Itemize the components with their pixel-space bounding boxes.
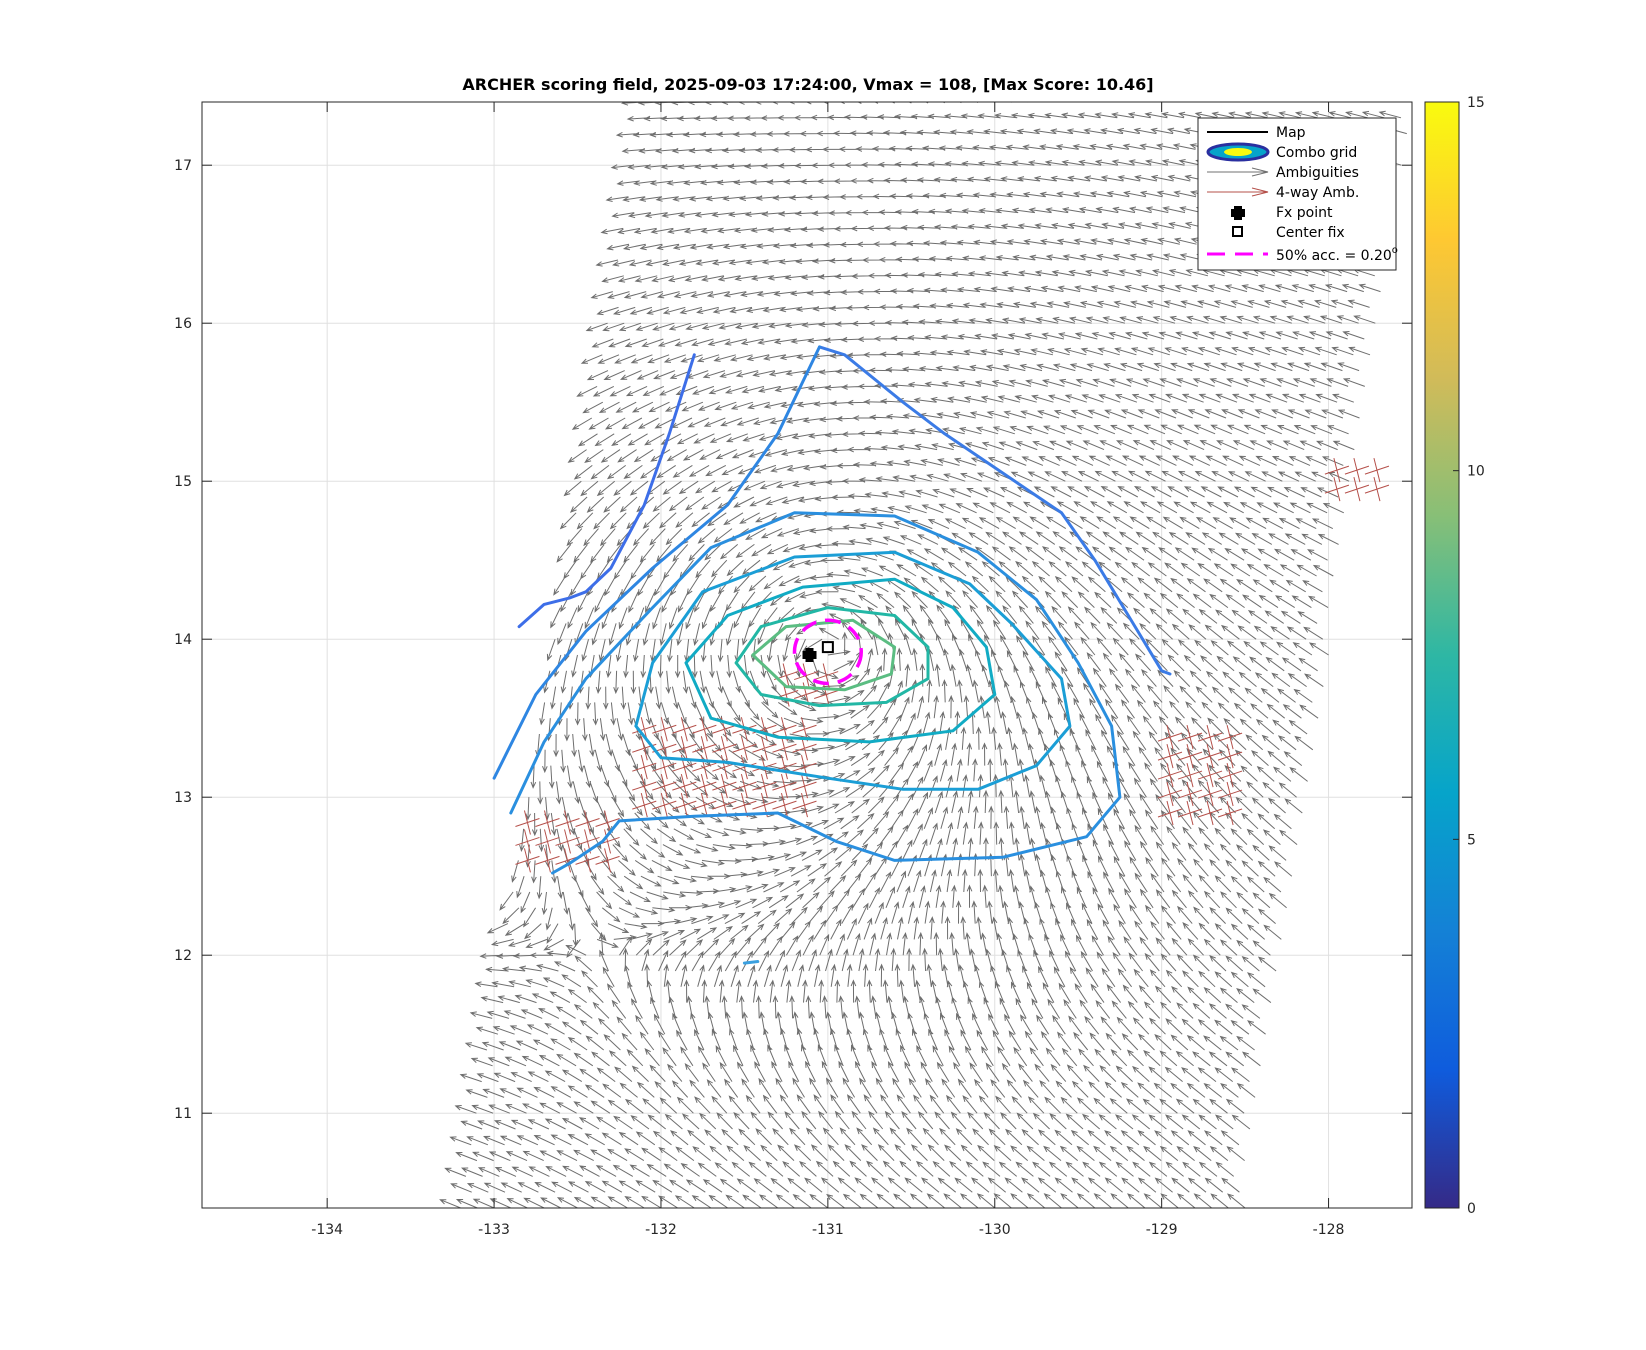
four-way-region: [632, 717, 817, 818]
legend-center-marker: [1232, 226, 1243, 237]
four-way-arrows: [1157, 725, 1243, 826]
legend-combo-inner: [1224, 148, 1252, 156]
x-tick-label: -132: [645, 1222, 677, 1238]
x-tick-label: -129: [1146, 1222, 1178, 1238]
four-way-arrows: [1324, 458, 1390, 502]
score-contour: [684, 577, 997, 744]
plot-frame: [201, 101, 1413, 1209]
four-way-region: [1324, 458, 1390, 502]
score-contour: [818, 345, 1172, 676]
colorbar-tick-label: 10: [1467, 464, 1485, 480]
y-tick-label: 13: [174, 790, 192, 806]
legend-label-ambiguities: Ambiguities: [1276, 165, 1359, 181]
legend-label-map: Map: [1276, 125, 1306, 141]
x-tick-label: -128: [1313, 1222, 1345, 1238]
four-way-arrows: [515, 810, 620, 873]
score-contour: [734, 606, 930, 708]
score-contour: [634, 550, 1072, 791]
colorbar-ticks: 0 5 10 15: [1453, 95, 1485, 1217]
score-contour: [742, 960, 760, 965]
x-tick-label: -134: [311, 1222, 343, 1238]
y-tick-label: 17: [174, 158, 192, 174]
center-fix-marker: [821, 641, 834, 654]
wind-vector-field: [439, 102, 1412, 1208]
four-way-arrows: [632, 717, 817, 818]
legend-ambiguity-arrowhead: [1251, 167, 1269, 177]
colorbar-tick-label: 15: [1467, 95, 1485, 111]
x-tick-label: -131: [812, 1222, 844, 1238]
fx-point-marker: [802, 648, 817, 662]
legend-label-combo: Combo grid: [1276, 145, 1357, 161]
legend-fourway-arrowhead: [1251, 187, 1269, 197]
legend: Map Combo grid Ambiguities 4-way Amb. Fx…: [1197, 117, 1398, 271]
score-contour: [751, 618, 897, 692]
x-tick-label: -130: [979, 1222, 1011, 1238]
colorbar-tick-label: 5: [1467, 832, 1476, 848]
score-contour: [517, 353, 696, 629]
fix-markers: [792, 618, 863, 686]
ambiguity-arrows: [439, 102, 1412, 1208]
legend-label-fx: Fx point: [1276, 205, 1333, 221]
axis-ticks: -134 -133 -132 -131 -130 -129 -128 11 12 13 14 15 16…: [174, 102, 1412, 1238]
legend-label-center: Center fix: [1276, 225, 1345, 241]
y-tick-label: 16: [174, 316, 192, 332]
legend-fx-marker: [1231, 206, 1245, 220]
four-way-region: [773, 663, 839, 707]
colorbar: [1424, 101, 1460, 1209]
four-way-ambiguity-field: [515, 458, 1390, 873]
chart-title: ARCHER scoring field, 2025-09-03 17:24:0…: [462, 75, 1153, 94]
score-contour: [509, 511, 1122, 875]
score-contours: [492, 345, 1172, 965]
score-contour: [492, 345, 821, 780]
legend-label-accuracy: 50% acc. = 0.20o: [1276, 245, 1398, 264]
y-tick-label: 14: [174, 632, 192, 648]
y-tick-label: 11: [174, 1106, 192, 1122]
degree-superscript: o: [1392, 245, 1398, 256]
four-way-arrows: [773, 663, 839, 707]
four-way-region: [1157, 725, 1243, 826]
legend-label-fourway: 4-way Amb.: [1276, 185, 1359, 201]
four-way-region: [515, 810, 620, 873]
x-tick-label: -133: [478, 1222, 510, 1238]
y-tick-label: 12: [174, 948, 192, 964]
y-tick-label: 15: [174, 474, 192, 490]
colorbar-tick-label: 0: [1467, 1201, 1476, 1217]
accuracy-circle: [792, 618, 863, 686]
